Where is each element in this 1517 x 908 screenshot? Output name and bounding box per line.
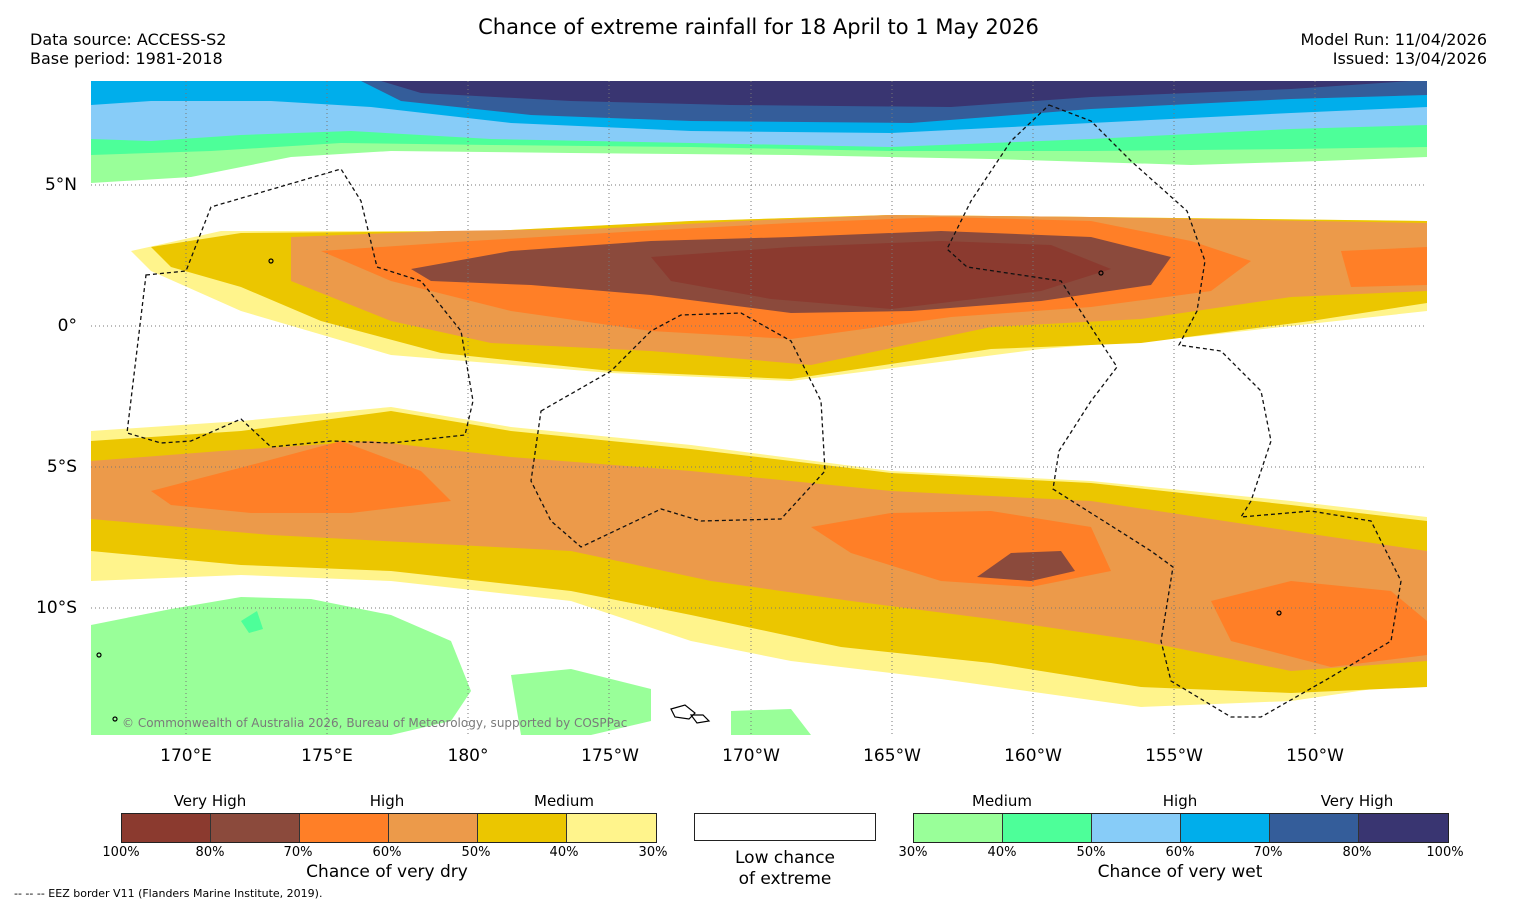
low-chance-label: Low chance of extreme: [735, 848, 835, 890]
wet-medium-south: [91, 597, 471, 735]
base-period-text: Base period: 1981-2018: [30, 49, 223, 68]
dry-tick-70: 70%: [283, 845, 313, 860]
dry-swatch-40-30: [567, 814, 656, 842]
lon-label-150w: 150°W: [1286, 746, 1344, 766]
dry-60-east: [1341, 247, 1427, 287]
dry-category-high: High: [369, 792, 405, 810]
graticule: [91, 81, 1427, 735]
island-dot-1: [96, 652, 102, 658]
dry-swatch-60-50: [389, 814, 478, 842]
eez-kiribati-gilbert: [126, 168, 474, 448]
wet-swatch-60-70: [1181, 814, 1270, 842]
dry-tick-50: 50%: [461, 845, 491, 860]
island-dot-2: [112, 716, 118, 722]
dry-swatch-80-70: [211, 814, 300, 842]
lon-label-160w: 160°W: [1004, 746, 1062, 766]
data-source-text: Data source: ACCESS-S2: [30, 30, 227, 49]
eez-kiribati-line: [946, 104, 1402, 718]
dry-tick-30: 30%: [638, 845, 668, 860]
wet-category-high: High: [1162, 792, 1198, 810]
header-left: Data source: ACCESS-S2 Base period: 1981…: [30, 30, 226, 68]
lon-label-175w: 175°W: [581, 746, 639, 766]
lon-label-170e: 170°E: [160, 746, 212, 766]
wet-tick-100: 100%: [1426, 845, 1464, 860]
lon-label-165w: 165°W: [863, 746, 921, 766]
wet-green-south: [241, 611, 263, 633]
issued-text: Issued: 13/04/2026: [1332, 49, 1487, 68]
eez-footnote: -- -- -- EEZ border V11 (Flanders Marine…: [14, 887, 323, 900]
dry-80-eq: [651, 241, 1111, 309]
lat-label-5n: 5°N: [44, 175, 77, 195]
dry-70-south: [977, 551, 1075, 581]
wet-tick-60: 60%: [1165, 845, 1195, 860]
lat-label-eq: 0°: [57, 316, 77, 336]
dry-category-very-high: Very High: [173, 792, 247, 810]
lat-label-5s: 5°S: [46, 457, 77, 477]
dry-category-medium: Medium: [534, 792, 594, 810]
wet-tick-30: 30%: [898, 845, 928, 860]
island-dot-5: [1276, 610, 1282, 616]
lon-label-155w: 155°W: [1145, 746, 1203, 766]
dry-swatch-50-40: [478, 814, 567, 842]
lon-label-175e: 175°E: [301, 746, 353, 766]
model-run-text: Model Run: 11/04/2026: [1300, 30, 1488, 49]
dry-tick-60: 60%: [372, 845, 402, 860]
wet-medium-south-3: [731, 709, 811, 735]
wet-colorbar: [913, 813, 1449, 843]
dry-60-south-far: [1211, 581, 1427, 667]
island-samoa-2: [689, 714, 711, 724]
island-dot-4: [1098, 270, 1104, 276]
rainfall-map: [91, 81, 1427, 735]
low-chance-line1: Low chance: [735, 848, 835, 868]
wet-swatch-40-50: [1003, 814, 1092, 842]
eez-kiribati-phoenix: [530, 312, 826, 548]
wet-veryhigh-north: [381, 81, 1411, 107]
wet-tick-40: 40%: [987, 845, 1017, 860]
copyright-text: © Commonwealth of Australia 2026, Bureau…: [122, 716, 628, 730]
wet-category-very-high: Very High: [1320, 792, 1394, 810]
wet-tick-50: 50%: [1076, 845, 1106, 860]
wet-swatch-80-100: [1359, 814, 1448, 842]
island-outlines: [96, 258, 1282, 724]
wet-category-medium: Medium: [972, 792, 1032, 810]
wet-caption: Chance of very wet: [1097, 862, 1263, 882]
dry-tick-40: 40%: [549, 845, 579, 860]
eez-borders: [126, 104, 1402, 718]
dry-caption: Chance of very dry: [306, 862, 468, 882]
wet-tick-70: 70%: [1253, 845, 1283, 860]
wet-swatch-50-60: [1092, 814, 1181, 842]
dry-colorbar: [121, 813, 657, 843]
wet-medium-south-2: [511, 669, 651, 735]
low-chance-swatch: [694, 813, 876, 841]
lat-label-10s: 10°S: [36, 598, 77, 618]
low-chance-line2: of extreme: [738, 869, 832, 889]
dry-swatch-70-60: [300, 814, 389, 842]
map-title: Chance of extreme rainfall for 18 April …: [478, 15, 1039, 39]
lon-label-170w: 170°W: [722, 746, 780, 766]
header-right: Model Run: 11/04/2026 Issued: 13/04/2026: [1301, 30, 1488, 68]
wet-tick-80: 80%: [1342, 845, 1372, 860]
dry-tick-100: 100%: [102, 845, 140, 860]
wet-swatch-30-40: [914, 814, 1003, 842]
island-dot-3: [268, 258, 274, 264]
wet-swatch-70-80: [1270, 814, 1359, 842]
dry-swatch-100-80: [122, 814, 211, 842]
dry-tick-80: 80%: [195, 845, 225, 860]
lon-label-180: 180°: [447, 746, 489, 766]
dry-60-south-west: [151, 441, 451, 513]
